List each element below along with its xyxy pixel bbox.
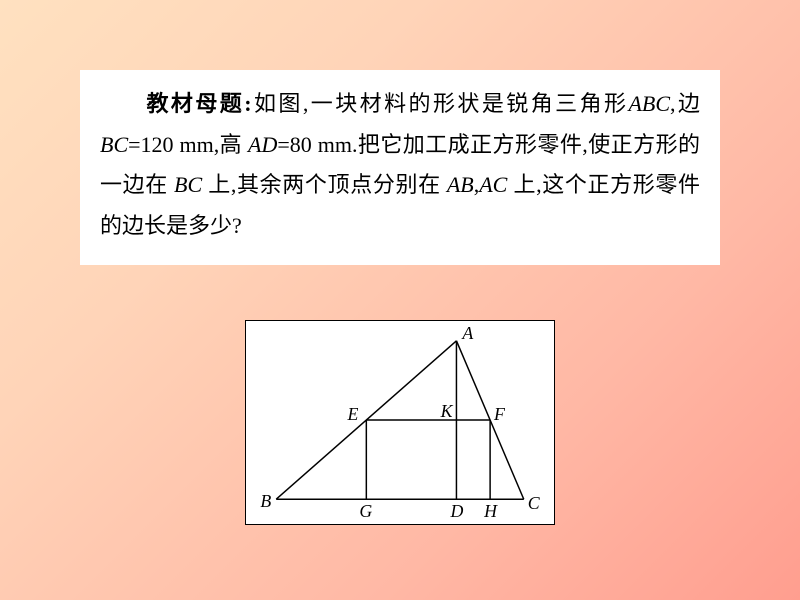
figure-box: A B C D E F G H K [245, 320, 555, 525]
geometry-figure: A B C D E F G H K [246, 321, 554, 524]
var-bc: BC [100, 132, 128, 157]
var-abc: ABC [628, 91, 670, 116]
label-F: F [493, 404, 506, 424]
problem-text: 教材母题:如图,一块材料的形状是锐角三角形ABC,边 BC=120 mm,高 A… [100, 84, 700, 247]
label-E: E [347, 404, 359, 424]
label-B: B [260, 491, 271, 511]
problem-label: 教材母题: [144, 91, 252, 116]
var-ac: AC [479, 172, 507, 197]
problem-box: 教材母题:如图,一块材料的形状是锐角三角形ABC,边 BC=120 mm,高 A… [80, 70, 720, 265]
label-G: G [359, 501, 372, 521]
label-K: K [440, 401, 454, 421]
var-ab: AB [447, 172, 474, 197]
text-p5: 上,其余两个顶点分别在 [208, 172, 440, 197]
text-p2: ,边 [670, 91, 700, 116]
text-p1: 如图,一块材料的形状是锐角三角形 [252, 91, 629, 116]
label-A: A [461, 323, 473, 343]
label-D: D [450, 501, 464, 521]
text-p3: =120 mm,高 [128, 132, 242, 157]
label-C: C [528, 493, 541, 513]
label-H: H [483, 501, 498, 521]
var-ad: AD [248, 132, 277, 157]
var-bc2: BC [174, 172, 202, 197]
